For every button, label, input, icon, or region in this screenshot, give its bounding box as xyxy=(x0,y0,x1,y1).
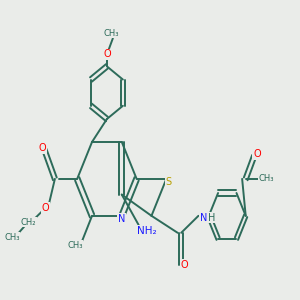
Text: CH₃: CH₃ xyxy=(103,29,119,38)
Text: N: N xyxy=(200,212,207,223)
Text: O: O xyxy=(253,149,261,159)
Text: CH₃: CH₃ xyxy=(259,174,274,183)
Text: CH₃: CH₃ xyxy=(67,241,83,250)
Text: O: O xyxy=(103,50,111,59)
Text: NH₂: NH₂ xyxy=(137,226,157,236)
Text: N: N xyxy=(118,214,125,224)
Text: CH₃: CH₃ xyxy=(4,232,20,242)
Text: H: H xyxy=(208,212,215,223)
Text: O: O xyxy=(180,260,188,270)
Text: O: O xyxy=(38,143,46,153)
Text: S: S xyxy=(166,177,172,187)
Text: CH₂: CH₂ xyxy=(20,218,36,227)
Text: O: O xyxy=(42,203,50,213)
